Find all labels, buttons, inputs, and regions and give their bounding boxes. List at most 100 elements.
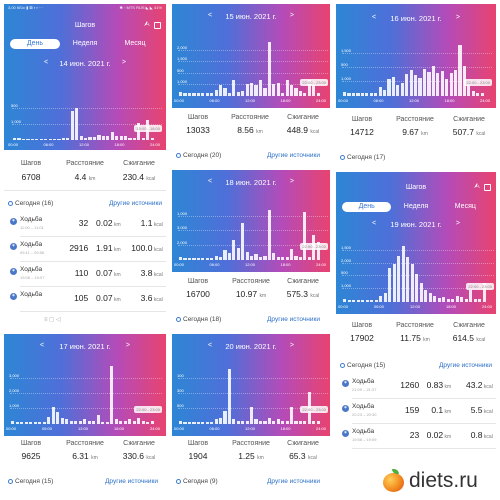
hour-bar[interactable] (272, 253, 276, 260)
hour-bar[interactable] (17, 137, 21, 140)
hour-bar[interactable] (347, 93, 351, 96)
hour-bar[interactable] (401, 246, 405, 302)
hour-bar[interactable] (110, 132, 114, 140)
hour-bar[interactable] (13, 137, 17, 140)
hour-bar[interactable] (419, 283, 423, 302)
hour-bar[interactable] (458, 44, 462, 96)
hour-bar[interactable] (361, 300, 365, 302)
hour-bar[interactable] (132, 137, 137, 140)
hour-bar[interactable] (351, 93, 356, 96)
hour-bar[interactable] (70, 111, 74, 140)
hour-bar[interactable] (424, 289, 428, 302)
hour-bar[interactable] (241, 421, 245, 424)
hour-bar[interactable] (392, 263, 396, 302)
hour-bar[interactable] (232, 79, 236, 96)
hour-bar[interactable] (236, 247, 240, 260)
hour-bar[interactable] (442, 297, 446, 302)
hour-bar[interactable] (201, 422, 205, 424)
hour-bar[interactable] (272, 84, 276, 96)
other-sources-link[interactable]: Другие источники (267, 316, 320, 323)
hour-bar[interactable] (478, 298, 482, 302)
hour-bar[interactable] (179, 257, 183, 260)
hour-bar[interactable] (289, 406, 294, 424)
hour-bar[interactable] (298, 90, 303, 96)
hour-bar[interactable] (61, 137, 66, 140)
next-day-arrow-icon[interactable]: > (289, 342, 294, 349)
hour-bar[interactable] (42, 422, 46, 424)
hour-bar[interactable] (272, 420, 276, 424)
hour-bar[interactable] (35, 138, 39, 140)
hour-bar[interactable] (141, 137, 145, 140)
next-day-arrow-icon[interactable]: > (289, 12, 294, 19)
hour-bar[interactable] (84, 138, 88, 140)
hour-bar[interactable] (196, 93, 200, 96)
hour-bar[interactable] (369, 93, 373, 96)
hour-bar[interactable] (29, 422, 33, 424)
hour-bar[interactable] (33, 422, 37, 424)
tab-month[interactable]: Месяц (124, 40, 146, 47)
hour-bar[interactable] (21, 138, 26, 140)
hour-bar[interactable] (88, 136, 92, 140)
list-item[interactable]: ✶ Ходьба 09:11 – 09:56 2916 1.91 km 100.0 kca… (4, 239, 166, 263)
hour-bar[interactable] (245, 84, 249, 96)
hour-bar[interactable] (410, 263, 414, 302)
hour-bar[interactable] (303, 93, 307, 96)
hour-bar[interactable] (415, 274, 419, 302)
prev-day-arrow-icon[interactable]: < (372, 220, 377, 227)
hour-bar[interactable] (263, 88, 267, 96)
hour-bar[interactable] (128, 138, 132, 140)
hour-bar[interactable] (276, 419, 280, 424)
hour-bar[interactable] (356, 300, 360, 302)
hour-bar[interactable] (52, 138, 57, 140)
hour-bar[interactable] (276, 83, 280, 96)
tab-month[interactable]: Месяц (454, 203, 476, 210)
tab-day[interactable]: День (342, 202, 392, 212)
hour-bar[interactable] (267, 42, 271, 96)
hour-bar[interactable] (114, 419, 118, 424)
hour-bar[interactable] (446, 298, 450, 302)
prev-day-arrow-icon[interactable]: < (40, 342, 45, 349)
hour-bar[interactable] (96, 415, 100, 424)
hour-bar[interactable] (196, 422, 200, 424)
hour-bar[interactable] (66, 137, 70, 140)
hour-bar[interactable] (360, 93, 364, 96)
hour-bar[interactable] (440, 71, 444, 96)
hour-bar[interactable] (250, 406, 254, 424)
hour-bar[interactable] (241, 90, 245, 96)
hour-bar[interactable] (48, 138, 52, 140)
hour-bar[interactable] (258, 256, 263, 260)
hour-bar[interactable] (232, 419, 236, 424)
hour-bar[interactable] (150, 138, 154, 140)
hour-bar[interactable] (183, 422, 187, 424)
hour-bar[interactable] (289, 85, 294, 96)
hour-bar[interactable] (254, 419, 258, 424)
hour-bar[interactable] (74, 421, 78, 424)
list-item[interactable]: ✶ Ходьба 105 0.07 km 3.6 kcal (4, 289, 166, 313)
hour-bar[interactable] (192, 93, 196, 96)
hour-bar[interactable] (307, 257, 311, 260)
hour-bar[interactable] (214, 89, 218, 96)
hour-bar[interactable] (455, 295, 459, 302)
hour-bar[interactable] (473, 298, 477, 302)
hour-bar[interactable] (110, 366, 114, 424)
hour-bar[interactable] (146, 421, 150, 424)
hour-bar[interactable] (453, 70, 458, 96)
hour-bar[interactable] (205, 258, 209, 260)
hour-bar[interactable] (422, 69, 427, 96)
hour-bar[interactable] (307, 79, 311, 96)
hour-bar[interactable] (316, 93, 320, 96)
hour-bar[interactable] (11, 421, 15, 424)
hour-bar[interactable] (56, 412, 60, 424)
next-day-arrow-icon[interactable]: > (125, 342, 130, 349)
hour-bar[interactable] (119, 420, 123, 424)
hour-bar[interactable] (267, 418, 271, 424)
hour-bar[interactable] (316, 421, 320, 424)
hour-bar[interactable] (303, 212, 307, 260)
hour-bar[interactable] (289, 248, 294, 260)
hour-bar[interactable] (254, 85, 258, 96)
hour-bar[interactable] (123, 421, 127, 424)
hour-bar[interactable] (92, 420, 96, 424)
hour-bar[interactable] (281, 257, 285, 260)
hour-bar[interactable] (210, 258, 214, 260)
hour-bar[interactable] (343, 298, 347, 302)
